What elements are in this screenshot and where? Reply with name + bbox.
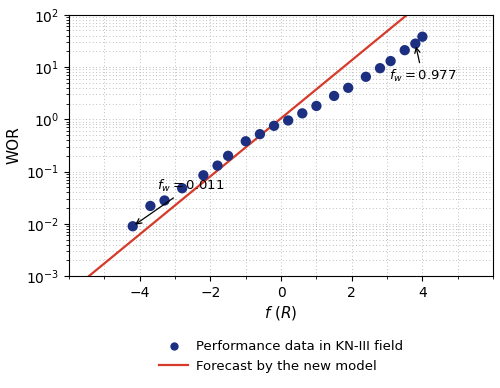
Point	[344, 85, 352, 91]
Text: $f_w = 0.977$: $f_w = 0.977$	[389, 48, 456, 84]
Point	[298, 110, 306, 116]
Point	[214, 163, 222, 169]
Point	[146, 203, 154, 209]
Point	[242, 138, 250, 144]
Point	[400, 47, 408, 53]
Legend: Performance data in KN-III field, Forecast by the new model: Performance data in KN-III field, Foreca…	[159, 340, 403, 373]
X-axis label: $f\ (R)$: $f\ (R)$	[264, 304, 298, 322]
Point	[284, 117, 292, 123]
Point	[386, 58, 394, 64]
Point	[312, 103, 320, 109]
Point	[200, 172, 207, 178]
Point	[160, 197, 168, 204]
Point	[128, 223, 136, 229]
Point	[362, 74, 370, 80]
Point	[376, 65, 384, 71]
Point	[178, 185, 186, 191]
Point	[412, 40, 420, 47]
Point	[224, 153, 232, 159]
Point	[270, 123, 278, 129]
Text: $f_w = 0.011$: $f_w = 0.011$	[136, 177, 225, 224]
Point	[256, 131, 264, 137]
Point	[330, 93, 338, 99]
Y-axis label: WOR: WOR	[7, 126, 22, 164]
Point	[418, 34, 426, 40]
